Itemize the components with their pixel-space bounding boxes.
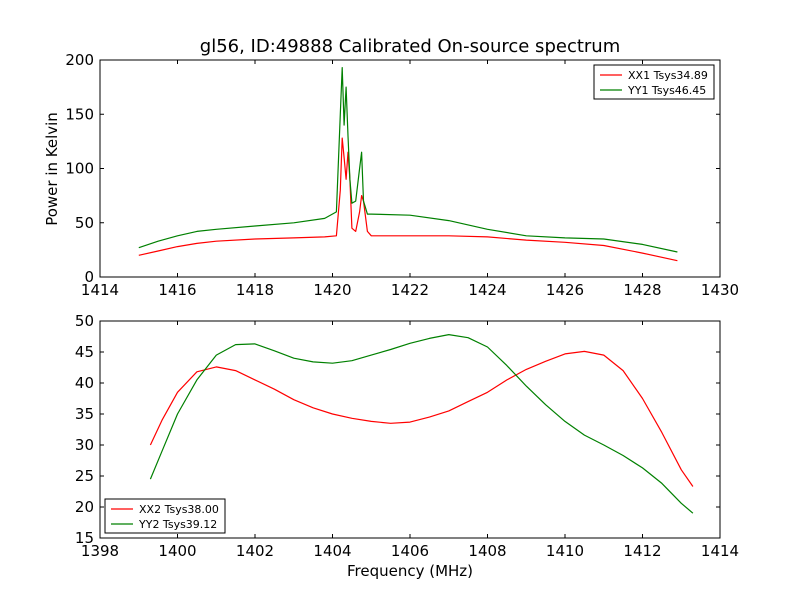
top-y-tick-label: 100 [65,160,94,178]
bottom-y-tick-label: 20 [75,498,94,516]
top-y-tick-label: 150 [65,105,94,123]
bottom-x-tick-label: 1402 [236,542,274,560]
top-plot: 1414 1416 1418 1420 1422 1424 1426 1428 1430 0 50 1… [65,51,739,299]
bottom-x-tick-label: 1410 [546,542,584,560]
top-y-tick-label: 200 [65,51,94,69]
bottom-plot: 1398 1400 1402 1404 1406 1408 1410 1412 1414 15 20… [75,312,739,560]
top-series-line-2 [138,66,678,253]
top-x-tick-label: 1422 [391,281,429,299]
bottom-x-tick-label: 1400 [158,542,196,560]
top-legend-box [593,64,715,100]
bottom-legend-label-2: YY2 Tsys39.12 [138,518,217,531]
bottom-series-line-2 [149,334,694,514]
bottom-y-tick-label: 35 [75,405,94,423]
top-legend-label-1: XX1 Tsys34.89 [628,69,708,82]
bottom-legend-box [104,498,226,534]
bottom-x-tick-label: 1414 [701,542,739,560]
top-x-tick-label: 1414 [81,281,119,299]
top-x-tick-label: 1430 [701,281,739,299]
bottom-x-tick-label: 1404 [313,542,351,560]
bottom-y-tick-label: 15 [75,529,94,547]
top-series-line-1 [138,137,678,262]
top-y-tick-label: 0 [84,268,94,286]
bottom-x-tick-label: 1412 [623,542,661,560]
bottom-series-line-1 [149,350,694,487]
bottom-y-tick-label: 30 [75,436,94,454]
top-x-tick-label: 1426 [546,281,584,299]
x-axis-label: Frequency (MHz) [347,562,473,580]
top-x-tick-label: 1416 [158,281,196,299]
bottom-y-tick-label: 25 [75,467,94,485]
bottom-x-tick-label: 1398 [81,542,119,560]
top-x-tick-label: 1418 [236,281,274,299]
top-legend-label-2: YY1 Tsys46.45 [627,84,706,97]
bottom-y-tick-label: 45 [75,343,94,361]
top-x-tick-label: 1420 [313,281,351,299]
bottom-y-tick-label: 50 [75,312,94,330]
top-y-tick-label: 50 [75,214,94,232]
chart-title: gl56, ID:49888 Calibrated On-source spec… [200,36,620,57]
top-x-tick-label: 1428 [623,281,661,299]
bottom-x-tick-label: 1408 [468,542,506,560]
top-x-tick-label: 1424 [468,281,506,299]
bottom-y-tick-label: 40 [75,374,94,392]
bottom-legend-label-1: XX2 Tsys38.00 [139,503,219,516]
bottom-x-tick-label: 1406 [391,542,429,560]
y-axis-label: Power in Kelvin [43,112,61,226]
